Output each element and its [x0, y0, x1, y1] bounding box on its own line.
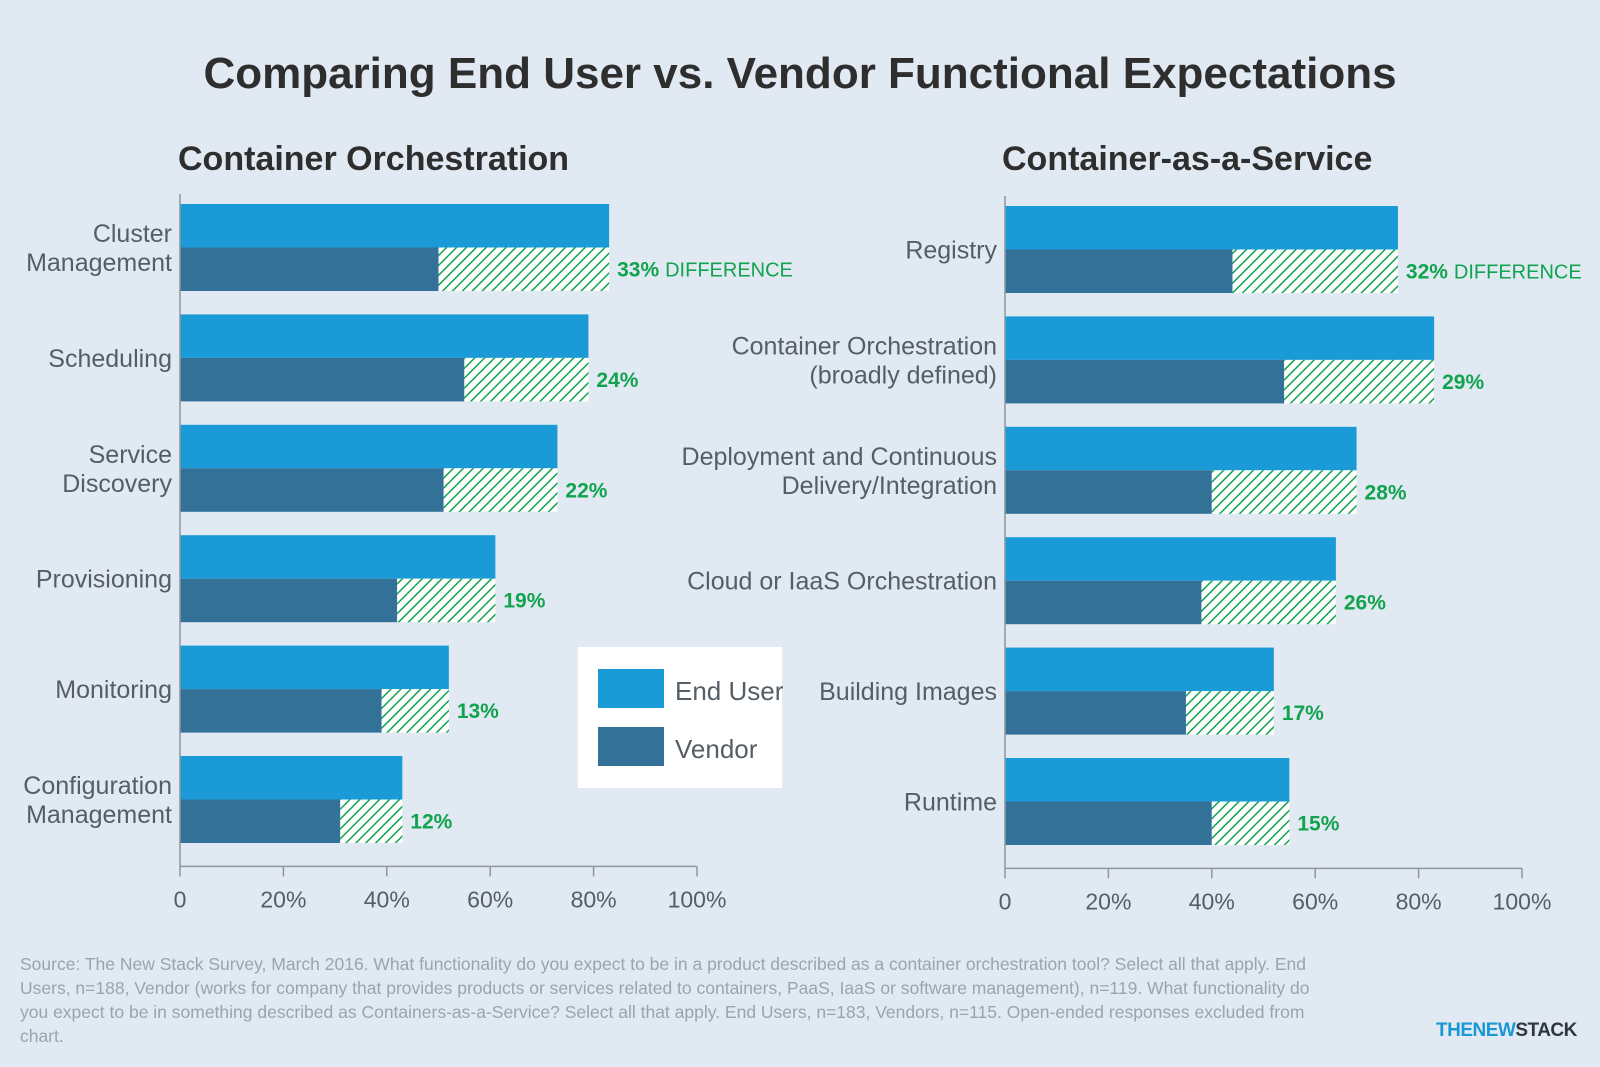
left-category-label-2-0: Service: [89, 441, 172, 469]
right-chart-title: Container-as-a-Service: [1002, 140, 1372, 178]
right-bar-vendor-4: [1005, 691, 1186, 735]
right-x-tick-label-4: 80%: [1396, 888, 1442, 914]
right-category-label-4-0: Building Images: [819, 678, 997, 706]
right-difference-word: DIFFERENCE: [1454, 262, 1582, 284]
left-bar-difference-4: [381, 689, 449, 733]
legend-label-end-user: End User: [675, 676, 784, 706]
legend: End User Vendor: [578, 647, 784, 788]
left-bar-difference-1: [464, 357, 589, 402]
right-category-label-2-0: Deployment and Continuous: [682, 443, 997, 471]
left-category-label-3-0: Provisioning: [36, 566, 172, 594]
right-bar-end-user-5: [1005, 758, 1290, 802]
left-category-label-0-0: Cluster: [93, 220, 172, 248]
legend-swatch-vendor: [598, 727, 664, 766]
right-x-tick-label-2: 40%: [1189, 888, 1235, 914]
left-chart: 33% DIFFERENCEClusterManagement24%Schedul…: [23, 194, 793, 912]
right-category-label-5-0: Runtime: [904, 789, 997, 817]
right-bar-difference-4: [1185, 691, 1274, 735]
brand-logo: THENEWSTACK: [1436, 1020, 1577, 1042]
right-difference-label-1: 29%: [1442, 371, 1484, 394]
left-bar-end-user-3: [180, 535, 496, 579]
right-chart: 32% DIFFERENCE Registry 29% Container Orches…: [682, 196, 1582, 914]
left-bar-vendor-0: [180, 247, 439, 291]
right-difference-label-3: 26%: [1344, 592, 1386, 615]
left-category-label-5-1: Management: [26, 801, 172, 829]
right-category-label-3-0: Cloud or IaaS Orchestration: [687, 568, 997, 596]
left-bar-end-user-5: [180, 756, 403, 800]
right-x-tick-label-1: 20%: [1085, 888, 1131, 914]
right-bar-difference-3: [1201, 580, 1336, 625]
left-bar-difference-5: [340, 799, 403, 843]
right-bar-vendor-3: [1005, 580, 1202, 625]
left-difference-label-3: 19%: [503, 590, 545, 613]
brand-part-2: STACK: [1515, 1020, 1577, 1041]
right-bar-end-user-2: [1005, 426, 1357, 471]
right-x-tick-label-0: 0: [999, 888, 1012, 914]
right-bar-end-user-4: [1005, 647, 1274, 692]
left-bar-end-user-4: [180, 645, 449, 690]
left-category-label-4-0: Monitoring: [55, 676, 172, 704]
left-category-label-5-0: Configuration: [23, 772, 172, 800]
right-bar-end-user-0: [1005, 206, 1398, 250]
right-bar-vendor-0: [1005, 249, 1233, 293]
left-bar-difference-2: [443, 468, 558, 512]
left-chart-title: Container Orchestration: [178, 140, 569, 178]
left-x-tick-label-3: 60%: [467, 886, 513, 912]
left-bar-vendor-3: [180, 578, 398, 623]
right-bar-vendor-5: [1005, 801, 1212, 845]
right-difference-label-0: 32%: [1406, 261, 1448, 284]
right-category-label-1-0: Container Orchestration: [732, 332, 997, 360]
left-x-tick-label-5: 100%: [668, 886, 727, 912]
legend-box: [578, 647, 782, 788]
left-bar-vendor-2: [180, 468, 444, 512]
right-bar-difference-5: [1211, 801, 1290, 845]
left-difference-label-0: 33%: [617, 259, 659, 282]
left-x-tick-label-2: 40%: [364, 886, 410, 912]
plots-group: 33% DIFFERENCEClusterManagement24%Schedul…: [23, 194, 1582, 914]
left-x-tick-label-1: 20%: [260, 886, 306, 912]
left-x-tick-label-0: 0: [174, 886, 187, 912]
right-bar-end-user-3: [1005, 537, 1336, 581]
right-bar-vendor-1: [1005, 359, 1285, 404]
left-bar-end-user-1: [180, 314, 589, 358]
brand-part-1: THENEW: [1436, 1020, 1516, 1041]
left-bar-difference-3: [397, 578, 496, 623]
right-bar-vendor-2: [1005, 470, 1212, 514]
right-x-tick-label-3: 60%: [1292, 888, 1338, 914]
left-difference-label-4: 13%: [457, 700, 499, 723]
main-title: Comparing End User vs. Vendor Functional…: [203, 49, 1396, 98]
right-bar-difference-1: [1284, 359, 1435, 404]
left-category-label-1-0: Scheduling: [48, 345, 172, 373]
legend-swatch-end-user: [598, 669, 664, 708]
left-difference-label-2: 22%: [565, 479, 607, 502]
right-difference-label-2: 28%: [1365, 481, 1407, 504]
left-bar-vendor-5: [180, 799, 341, 843]
left-category-label-2-1: Discovery: [62, 470, 172, 498]
left-difference-label-1: 24%: [596, 369, 638, 392]
left-difference-label-5: 12%: [410, 811, 452, 834]
left-difference-word: DIFFERENCE: [665, 260, 793, 282]
right-bar-end-user-1: [1005, 316, 1435, 360]
right-category-label-2-1: Delivery/Integration: [782, 472, 997, 500]
left-bar-end-user-2: [180, 424, 558, 469]
right-difference-label-4: 17%: [1282, 702, 1324, 725]
left-category-label-0-1: Management: [26, 249, 172, 277]
left-x-tick-label-4: 80%: [571, 886, 617, 912]
right-category-label-0-0: Registry: [905, 237, 997, 265]
right-bar-difference-0: [1232, 249, 1398, 293]
left-bar-end-user-0: [180, 204, 610, 248]
right-difference-label-5: 15%: [1297, 813, 1339, 836]
left-bar-vendor-1: [180, 357, 465, 402]
right-bar-difference-2: [1211, 470, 1357, 514]
left-bar-difference-0: [438, 247, 610, 291]
source-note: Source: The New Stack Survey, March 2016…: [20, 954, 1310, 1046]
left-bar-vendor-4: [180, 689, 382, 733]
legend-label-vendor: Vendor: [675, 734, 758, 764]
right-x-tick-label-5: 100%: [1493, 888, 1552, 914]
right-category-label-1-1: (broadly defined): [809, 361, 997, 389]
